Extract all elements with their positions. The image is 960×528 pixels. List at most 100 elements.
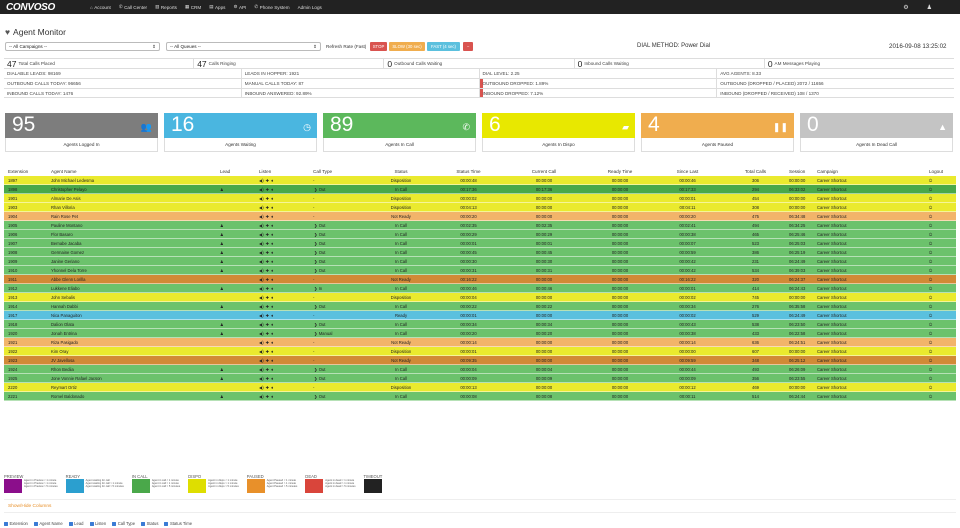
lead-icon[interactable]: ♟: [220, 321, 224, 327]
lead-icon[interactable]: ♟: [220, 186, 224, 192]
logout-icon[interactable]: ⏻: [929, 339, 933, 345]
headset-icon[interactable]: ✚: [265, 393, 270, 399]
listen-controls[interactable]: ◀) ✚ ♦: [259, 376, 309, 381]
headset-icon[interactable]: ✚: [265, 303, 270, 309]
mic-icon[interactable]: ♦: [271, 213, 274, 219]
speaker-icon[interactable]: ◀): [259, 267, 264, 273]
headset-icon[interactable]: ✚: [265, 375, 270, 381]
headset-icon[interactable]: ✚: [265, 348, 270, 354]
logout-icon[interactable]: ⏻: [929, 366, 933, 372]
lead-icon[interactable]: ♟: [220, 267, 224, 273]
column-header-status[interactable]: Status: [394, 169, 408, 174]
nav-item[interactable]: ✆ Phone System: [254, 4, 289, 10]
stop-button[interactable]: STOP: [370, 42, 387, 51]
mic-icon[interactable]: ♦: [271, 258, 274, 264]
cell-logout[interactable]: ⏻: [929, 394, 959, 399]
listen-controls[interactable]: ◀) ✚ ♦: [259, 187, 309, 192]
lead-icon[interactable]: ♟: [220, 249, 224, 255]
cell-logout[interactable]: ⏻: [929, 250, 959, 255]
show-hide-columns[interactable]: Show/Hide Columns: [4, 499, 956, 513]
cell-logout[interactable]: ⏻: [929, 214, 959, 219]
listen-controls[interactable]: ◀) ✚ ♦: [259, 322, 309, 327]
logout-icon[interactable]: ⏻: [929, 258, 933, 264]
speaker-icon[interactable]: ◀): [259, 204, 264, 210]
headset-icon[interactable]: ✚: [265, 330, 270, 336]
mic-icon[interactable]: ♦: [271, 357, 274, 363]
mic-icon[interactable]: ♦: [271, 384, 274, 390]
cell-logout[interactable]: ⏻: [929, 187, 959, 192]
cell-logout[interactable]: ⏻: [929, 241, 959, 246]
mic-icon[interactable]: ♦: [271, 222, 274, 228]
speaker-icon[interactable]: ◀): [259, 186, 264, 192]
listen-controls[interactable]: ◀) ✚ ♦: [259, 259, 309, 264]
cell-logout[interactable]: ⏻: [929, 232, 959, 237]
column-header-campaign[interactable]: Campaign: [817, 169, 838, 174]
cell-logout[interactable]: ⏻: [929, 340, 959, 345]
cell-logout[interactable]: ⏻: [929, 322, 959, 327]
nav-item[interactable]: ▤ Apps: [209, 4, 225, 10]
mic-icon[interactable]: ♦: [271, 348, 274, 354]
speaker-icon[interactable]: ◀): [259, 285, 264, 291]
logout-icon[interactable]: ⏻: [929, 186, 933, 192]
column-header-ready-time[interactable]: Ready Time: [607, 169, 633, 174]
cell-logout[interactable]: ⏻: [929, 295, 959, 300]
column-header-session[interactable]: Session: [789, 169, 806, 174]
cell-logout[interactable]: ⏻: [929, 331, 959, 336]
settings-icon[interactable]: ⚙: [903, 4, 909, 11]
mic-icon[interactable]: ♦: [271, 339, 274, 345]
mic-icon[interactable]: ♦: [271, 303, 274, 309]
cell-logout[interactable]: ⏻: [929, 358, 959, 363]
mic-icon[interactable]: ♦: [271, 393, 274, 399]
lead-icon[interactable]: ♟: [220, 222, 224, 228]
nav-item[interactable]: ✆ Call Center: [119, 4, 147, 10]
listen-controls[interactable]: ◀) ✚ ♦: [259, 214, 309, 219]
listen-controls[interactable]: ◀) ✚ ♦: [259, 358, 309, 363]
headset-icon[interactable]: ✚: [265, 177, 270, 183]
logout-icon[interactable]: ⏻: [929, 357, 933, 363]
speaker-icon[interactable]: ◀): [259, 249, 264, 255]
mic-icon[interactable]: ♦: [271, 231, 274, 237]
lead-icon[interactable]: ♟: [220, 375, 224, 381]
listen-controls[interactable]: ◀) ✚ ♦: [259, 286, 309, 291]
headset-icon[interactable]: ✚: [265, 267, 270, 273]
logout-icon[interactable]: ⏻: [929, 267, 933, 273]
checkbox-icon[interactable]: [164, 521, 169, 526]
logout-icon[interactable]: ⏻: [929, 375, 933, 381]
checkbox-icon[interactable]: [4, 521, 8, 526]
listen-controls[interactable]: ◀) ✚ ♦: [259, 313, 309, 318]
logout-icon[interactable]: ⏻: [929, 348, 933, 354]
speaker-icon[interactable]: ◀): [259, 258, 264, 264]
mic-icon[interactable]: ♦: [271, 312, 274, 318]
logout-icon[interactable]: ⏻: [929, 285, 933, 291]
column-header-extension[interactable]: Extension: [8, 169, 29, 174]
listen-controls[interactable]: ◀) ✚ ♦: [259, 349, 309, 354]
cell-logout[interactable]: ⏻: [929, 286, 959, 291]
campaign-select[interactable]: -- All Campaigns -- ⇕: [5, 42, 160, 51]
cell-logout[interactable]: ⏻: [929, 349, 959, 354]
mic-icon[interactable]: ♦: [271, 294, 274, 300]
column-checkbox[interactable]: Extension: [4, 521, 28, 526]
cell-logout[interactable]: ⏻: [929, 223, 959, 228]
column-checkbox[interactable]: Listen: [89, 521, 106, 526]
fast-button[interactable]: FAST (4 sec): [427, 42, 460, 51]
cell-logout[interactable]: ⏻: [929, 367, 959, 372]
listen-controls[interactable]: ◀) ✚ ♦: [259, 367, 309, 372]
logout-icon[interactable]: ⏻: [929, 231, 933, 237]
mic-icon[interactable]: ♦: [271, 366, 274, 372]
speaker-icon[interactable]: ◀): [259, 231, 264, 237]
logout-icon[interactable]: ⏻: [929, 321, 933, 327]
column-checkbox[interactable]: Status: [141, 521, 158, 526]
speaker-icon[interactable]: ◀): [259, 339, 264, 345]
listen-controls[interactable]: ◀) ✚ ♦: [259, 250, 309, 255]
logout-icon[interactable]: ⏻: [929, 204, 933, 210]
headset-icon[interactable]: ✚: [265, 231, 270, 237]
headset-icon[interactable]: ✚: [265, 339, 270, 345]
cell-logout[interactable]: ⏻: [929, 277, 959, 282]
cell-logout[interactable]: ⏻: [929, 178, 959, 183]
listen-controls[interactable]: ◀) ✚ ♦: [259, 268, 309, 273]
lead-icon[interactable]: ♟: [220, 240, 224, 246]
column-checkbox[interactable]: Lead: [68, 521, 84, 526]
nav-item[interactable]: Admin Logs: [298, 4, 322, 10]
mic-icon[interactable]: ♦: [271, 186, 274, 192]
cell-logout[interactable]: ⏻: [929, 385, 959, 390]
